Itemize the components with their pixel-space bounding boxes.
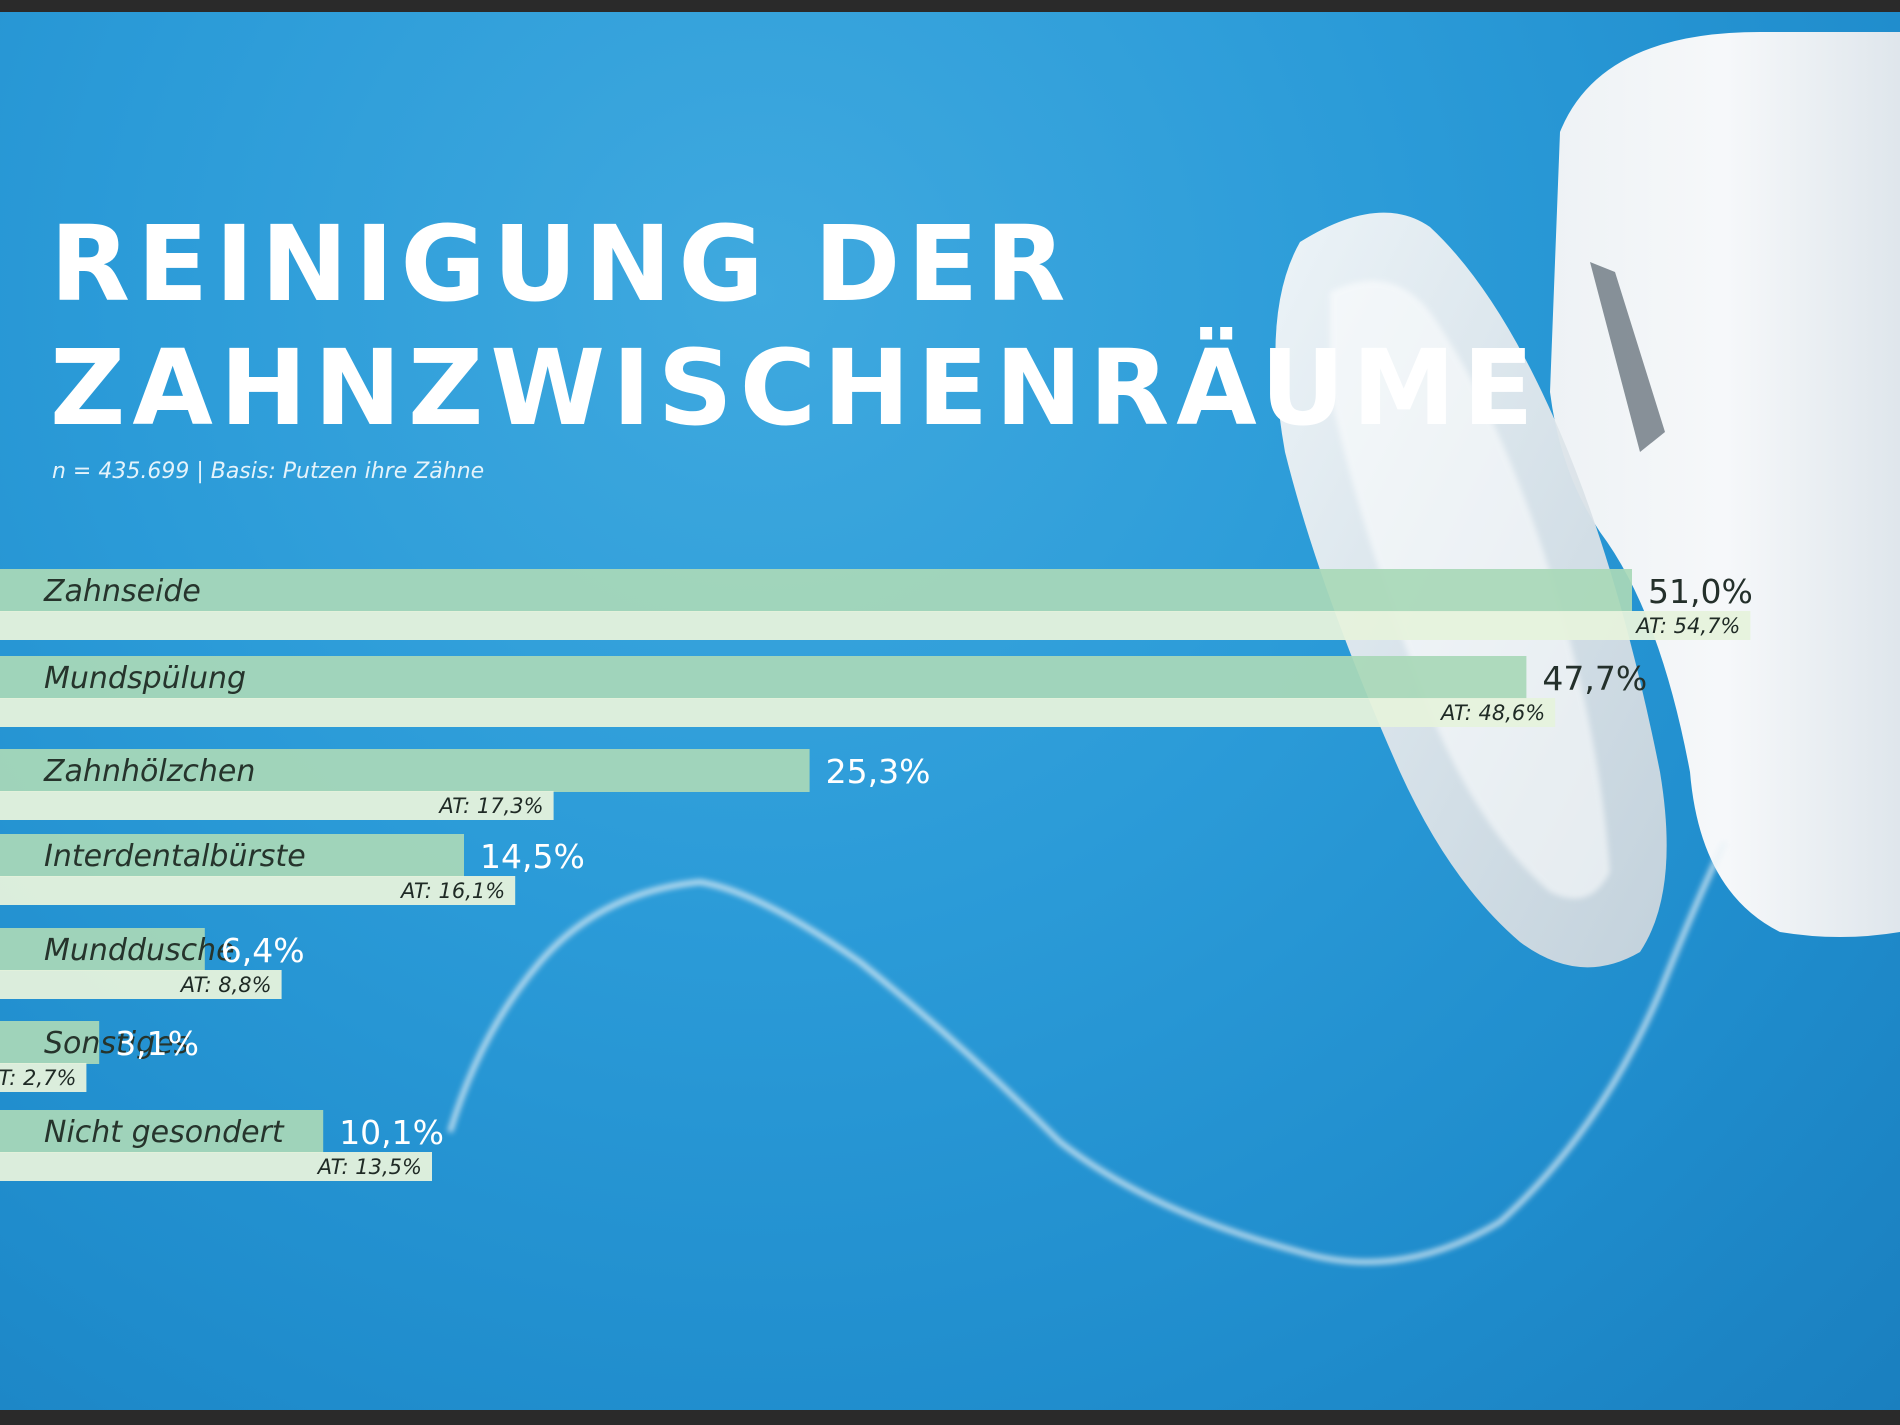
at-value-label: AT: 54,7%: [1634, 614, 1740, 638]
chart-subtitle: n = 435.699 | Basis: Putzen ihre Zähne: [52, 459, 485, 484]
at-value-label: AT: 8,8%: [179, 973, 272, 997]
category-label: Sonstiges: [44, 1026, 189, 1061]
category-label: Nicht gesondert: [44, 1115, 285, 1150]
value-label: 25,3%: [826, 752, 931, 791]
value-label: 14,5%: [480, 837, 585, 876]
at-bar: [0, 876, 516, 905]
bar: [0, 928, 205, 971]
bar: [0, 656, 1527, 699]
at-value-label: AT: 2,7%: [0, 1066, 76, 1090]
category-label: Zahnseide: [43, 574, 201, 609]
floss-thread: [447, 840, 1728, 1265]
bar: [0, 1110, 324, 1153]
chart-frame: REINIGUNG DER ZAHNZWISCHENRÄUME n = 435.…: [0, 12, 1900, 1410]
at-bar: [0, 970, 282, 999]
bar: [0, 749, 810, 792]
category-label: Mundduschе: [44, 933, 235, 968]
category-label: Interdentalbürste: [44, 839, 306, 874]
chart-title: REINIGUNG DER ZAHNZWISCHENRÄUME: [50, 202, 1541, 450]
title-line-1: REINIGUNG DER: [50, 203, 1073, 325]
bar: [0, 834, 464, 877]
bar: [0, 1021, 100, 1064]
at-bar: [0, 1152, 432, 1181]
at-bar: [0, 698, 1556, 727]
at-value-label: AT: 48,6%: [1439, 701, 1545, 725]
value-label: 10,1%: [339, 1113, 444, 1152]
category-label: Zahnhölzchen: [43, 754, 255, 789]
at-value-label: AT: 16,1%: [399, 879, 505, 903]
at-bar: [0, 791, 554, 820]
at-value-label: AT: 17,3%: [437, 794, 543, 818]
bar-chart: Zahnseide 51,0% AT: 54,7% Mundspülung 47,7% A…: [0, 569, 1753, 1181]
value-label: 3,1%: [115, 1024, 199, 1063]
value-label: 6,4%: [221, 931, 305, 970]
value-label: 51,0%: [1648, 572, 1753, 611]
at-value-label: AT: 13,5%: [316, 1155, 422, 1179]
value-label: 47,7%: [1542, 659, 1647, 698]
category-label: Mundspülung: [44, 661, 246, 696]
at-bar: [0, 611, 1751, 640]
title-line-2: ZAHNZWISCHENRÄUME: [50, 327, 1541, 449]
at-bar: [0, 1063, 87, 1092]
bar: [0, 569, 1632, 612]
